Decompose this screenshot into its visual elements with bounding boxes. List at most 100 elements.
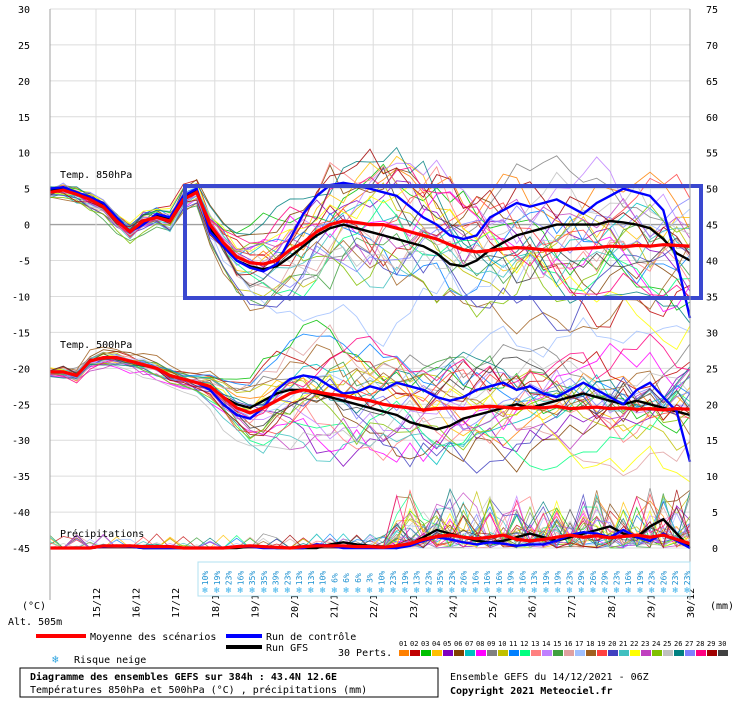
date-tick-label: 30/12 (686, 588, 697, 618)
right-tick-label: 40 (706, 257, 718, 268)
snow-risk-value: 16% (471, 571, 480, 586)
snowflake-icon: ❄ (684, 586, 690, 596)
date-tick-label: 20/12 (290, 588, 301, 618)
snow-risk-value: 26% (659, 571, 668, 586)
right-tick-label: 70 (706, 41, 718, 52)
snowflake-icon: ❄ (402, 586, 408, 596)
snowflake-icon: ❄ (602, 586, 608, 596)
left-tick-label: 30 (18, 5, 30, 16)
snow-risk-value: 16% (236, 571, 245, 586)
snowflake-icon: ❄ (261, 586, 267, 596)
snowflake-icon: ❄ (296, 586, 302, 596)
footer-subtitle: Températures 850hPa et 500hPa (°C) , pré… (30, 684, 367, 696)
snow-risk-value: 19% (636, 571, 645, 586)
pert-legend-number: 20 (608, 640, 616, 648)
snow-risk-value: 23% (671, 571, 680, 586)
right-tick-label: 75 (706, 5, 718, 16)
date-tick-label: 23/12 (409, 588, 420, 618)
pert-t850-line (50, 192, 691, 318)
snow-risk-value: 39% (272, 571, 281, 586)
pert-legend-swatch (542, 650, 552, 656)
pert-legend-number: 27 (685, 640, 693, 648)
snow-risk-value: 16% (495, 571, 504, 586)
snow-risk-value: 19% (507, 571, 516, 586)
date-tick-label: 26/12 (528, 588, 539, 618)
left-tick-label: -5 (18, 257, 30, 268)
snowflake-icon: ❄ (520, 586, 526, 596)
left-tick-label: -20 (12, 364, 30, 375)
pert-legend-number: 06 (454, 640, 462, 648)
date-tick-label: 22/12 (369, 588, 380, 618)
snowflake-icon: ❄ (508, 586, 514, 596)
pert-legend-swatch (718, 650, 728, 656)
pert-legend-number: 16 (564, 640, 572, 648)
pert-legend-swatch (498, 650, 508, 656)
snowflake-icon: ❄ (238, 586, 244, 596)
left-tick-label: -40 (12, 508, 30, 519)
snow-risk-value: 23% (283, 571, 292, 586)
snow-risk-value: 23% (424, 571, 433, 586)
pert-legend-number: 02 (410, 640, 418, 648)
snowflake-icon: ❄ (473, 586, 479, 596)
pert-t850-line (49, 182, 691, 351)
pert-legend-swatch (509, 650, 519, 656)
snowflake-icon: ❄ (590, 586, 596, 596)
pert-legend-swatch (487, 650, 497, 656)
snowflake-icon: ❄ (567, 586, 573, 596)
pert-legend-number: 26 (674, 640, 682, 648)
snowflake-icon: ❄ (426, 586, 432, 596)
snow-risk-value: 19% (554, 571, 563, 586)
snowflake-icon: ❄ (379, 586, 385, 596)
right-tick-label: 15 (706, 436, 718, 447)
pert-legend-number: 03 (421, 640, 429, 648)
left-tick-label: -35 (12, 472, 30, 483)
pert-legend-swatch (454, 650, 464, 656)
pert-legend-swatch (707, 650, 717, 656)
pert-legend-swatch (476, 650, 486, 656)
legend-perts-label: 30 Perts. (338, 648, 392, 659)
pert-legend-swatch (520, 650, 530, 656)
right-tick-label: 0 (712, 544, 718, 555)
pert-legend-swatch (663, 650, 673, 656)
snow-risk-value: 35% (436, 571, 445, 586)
date-tick-label: 29/12 (646, 588, 657, 618)
series-t500-line (50, 356, 691, 415)
snowflake-icon: ❄ (555, 586, 561, 596)
snow-risk-value: 6% (330, 573, 339, 583)
snowflake-icon: ❄ (649, 586, 655, 596)
legend-gfs-label: Run GFS (266, 643, 308, 654)
series-t850-line (49, 188, 691, 266)
snow-risk-value: 26% (460, 571, 469, 586)
right-tick-label: 45 (706, 221, 718, 232)
snow-risk-value: 13% (295, 571, 304, 586)
pert-legend-swatch (443, 650, 453, 656)
snowflake-icon: ❄ (626, 586, 632, 596)
snow-risk-value: 10% (201, 571, 210, 586)
pert-legend-swatch (586, 650, 596, 656)
snow-risk-value: 23% (648, 571, 657, 586)
pert-legend-swatch (465, 650, 475, 656)
snow-risk-value: 23% (612, 571, 621, 586)
date-tick-label: 17/12 (171, 588, 182, 618)
pert-legend-number: 29 (707, 640, 715, 648)
snow-risk-value: 6% (354, 573, 363, 583)
pert-legend-number: 11 (509, 640, 517, 648)
pert-legend-number: 28 (696, 640, 704, 648)
axes: 302520151050-5-10-15-20-25-30-35-40-4575… (12, 5, 718, 618)
snowflake-icon: ❄ (390, 586, 396, 596)
date-tick-label: 19/12 (250, 588, 261, 618)
pert-legend-number: 15 (553, 640, 561, 648)
pert-legend-swatch (421, 650, 431, 656)
snowflake-icon: ❄ (343, 586, 349, 596)
snow-risk-value: 35% (260, 571, 269, 586)
snow-risk-value: 35% (248, 571, 257, 586)
snowflake-icon: ❄ (449, 586, 455, 596)
left-tick-label: -45 (12, 544, 30, 555)
snowflake-icon: ❄ (249, 586, 255, 596)
pert-t500-line (49, 362, 691, 451)
pert-legend-swatch (531, 650, 541, 656)
pert-legend-swatch (696, 650, 706, 656)
snow-risk-value: 23% (683, 571, 692, 586)
pert-legend-number: 23 (641, 640, 649, 648)
